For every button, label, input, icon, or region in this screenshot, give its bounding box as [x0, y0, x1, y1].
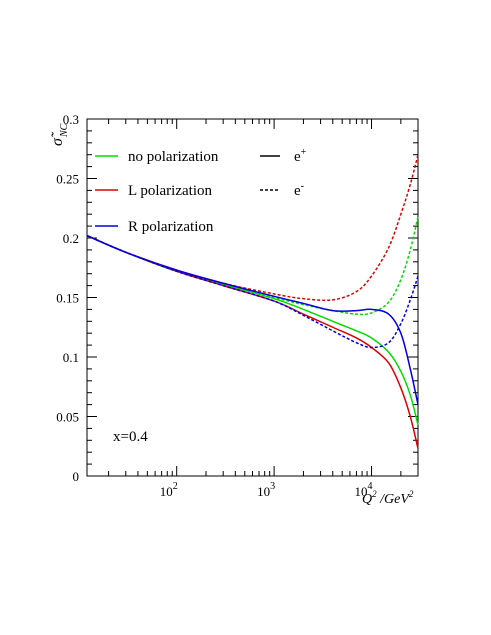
legend-label-e-minus-base: e	[294, 183, 301, 199]
x-tick-label-exponent: 3	[270, 481, 275, 492]
x-tick-label-base: 10	[355, 484, 368, 499]
series-line-l-polarization-e-plus	[86, 234, 419, 449]
legend-label-e-plus: e+	[294, 147, 307, 165]
legend-label-e-minus: e-	[294, 181, 304, 199]
y-tick-label: 0.3	[63, 112, 79, 127]
y-tick-label: 0.15	[56, 291, 79, 306]
series-line-r-polarization-e-plus	[86, 234, 419, 405]
legend-label-e-plus-sup: +	[301, 147, 307, 158]
y-tick-label: 0.05	[56, 410, 79, 425]
x-axis-title-unit-sup: 2	[409, 489, 414, 499]
x-tick-label-base: 10	[160, 484, 173, 499]
x-tick-label-exponent: 4	[368, 481, 373, 492]
y-tick-label: 0	[73, 469, 80, 484]
y-tick-label: 0.25	[56, 172, 79, 187]
legend-label-e-minus-sup: -	[301, 181, 304, 192]
x-tick-label: 103	[257, 481, 275, 499]
x-tick-label: 102	[160, 481, 178, 499]
legend-label-r-polarization: R polarization	[128, 219, 214, 235]
x-axis-title-q-sup: 2	[372, 489, 377, 499]
legend-label-l-polarization: L polarization	[128, 183, 212, 199]
x-tick-label-base: 10	[257, 484, 270, 499]
x-axis-title: Q2 /GeV2	[362, 489, 414, 507]
plot-frame	[86, 118, 419, 477]
x-tick-label: 104	[355, 481, 373, 499]
legend: no polarization L polarization R polariz…	[95, 147, 307, 235]
x-tick-label-exponent: 2	[173, 481, 178, 492]
legend-label-no-polarization: no polarization	[128, 149, 219, 165]
series-line-r-polarization-e-minus	[86, 234, 419, 349]
y-tick-label: 0.1	[63, 350, 79, 365]
legend-label-e-plus-base: e	[294, 149, 301, 165]
y-axis-title: σ̃ NC	[49, 123, 70, 146]
x-axis-title-q: Q	[362, 492, 372, 507]
series-layer	[86, 154, 419, 449]
y-tick-label: 0.2	[63, 231, 79, 246]
annotation-x-value: x=0.4	[113, 429, 148, 445]
series-line-no-polarization-e-plus	[86, 234, 419, 426]
y-axis-title-subscript: NC	[59, 123, 70, 138]
x-axis-title-unit: /GeV	[377, 492, 411, 507]
